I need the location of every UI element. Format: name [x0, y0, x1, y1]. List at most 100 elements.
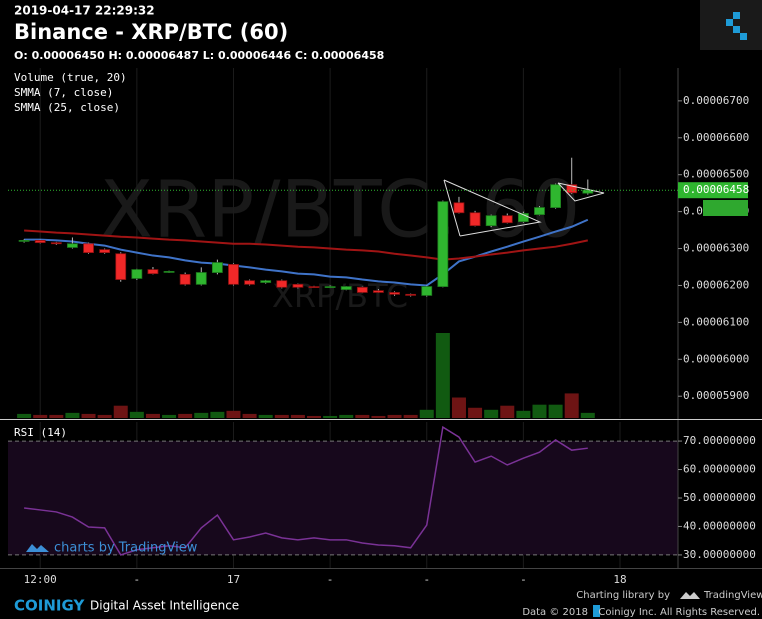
candle-body: [356, 286, 368, 293]
x-tick-label: -: [327, 573, 334, 586]
tv-icon: [680, 592, 700, 599]
volume-bar: [387, 414, 402, 418]
volume-bar: [468, 407, 483, 418]
volume-bar: [371, 415, 386, 418]
last-price-box: [678, 182, 748, 199]
volume-bar: [532, 404, 547, 418]
candle-body: [260, 280, 272, 283]
volume-bar: [65, 412, 80, 418]
volume-bar: [226, 410, 241, 418]
data-note: Data © 2018: [522, 607, 588, 618]
candle-body: [405, 293, 417, 296]
y-tick-label: 0.00006100: [683, 315, 749, 328]
volume-bar: [81, 413, 96, 418]
candle-body: [485, 215, 497, 227]
candle-body: [453, 202, 465, 214]
volume-bar: [274, 414, 289, 418]
ohlc: O: 0.00006450 H: 0.00006487 L: 0.0000644…: [14, 49, 384, 62]
volume-bar: [580, 412, 595, 418]
y-tick-label: 70.00000000: [683, 434, 756, 447]
volume-bar: [516, 410, 531, 418]
legend-volume: Volume (true, 20): [14, 71, 127, 84]
candle-body: [550, 184, 561, 208]
volume-bar: [290, 414, 305, 418]
rsi-band: [8, 441, 678, 555]
candle-body: [373, 290, 384, 293]
y-tick-label: 0.00005900: [683, 389, 749, 402]
library-note: Charting library by: [576, 590, 670, 601]
x-tick-label: -: [423, 573, 430, 586]
candle-body: [276, 280, 288, 288]
watermark: XRP/BTC, 60: [100, 165, 581, 255]
candle-body: [50, 242, 62, 245]
volume-bar: [451, 397, 466, 418]
candle-body: [517, 213, 529, 222]
volume-bar: [33, 414, 48, 418]
volume-label-box: [703, 200, 748, 216]
x-tick-label: -: [520, 573, 527, 586]
y-tick-label: 40.00000000: [683, 519, 756, 532]
library-name: TradingView: [703, 590, 762, 601]
candle-body: [340, 286, 352, 290]
volume-bar: [355, 414, 370, 418]
candle-body: [228, 264, 239, 285]
volume-bar: [129, 411, 144, 418]
y-tick-label: 30.00000000: [683, 548, 756, 561]
triangle-drawing: [443, 179, 461, 237]
triangle-drawing: [443, 179, 542, 237]
y-tick-label: 0.00006700: [683, 94, 749, 107]
legend-smma: SMMA (7, close): [14, 86, 113, 99]
candle-body: [421, 286, 433, 296]
smma-line: [24, 218, 589, 287]
last-price-label: 0.00006458: [683, 183, 749, 196]
volume-bar: [178, 413, 193, 418]
candle-body: [292, 283, 304, 288]
watermark-small: XRP/BTC: [272, 277, 408, 315]
volume-bar: [17, 413, 32, 418]
candle-body: [67, 243, 78, 248]
candle-body: [566, 184, 578, 194]
triangle-drawing: [557, 182, 605, 202]
volume-bar: [113, 405, 128, 418]
coinigy-small-icon: [593, 605, 600, 617]
volume-bar: [403, 414, 418, 418]
timestamp: 2019-04-17 22:29:32: [14, 4, 155, 18]
volume-bar: [307, 415, 322, 418]
volume-bar: [258, 414, 273, 418]
volume-bar: [500, 405, 515, 418]
volume-bar: [49, 414, 64, 418]
y-tick-label: 0.00006000: [683, 352, 749, 365]
branding: charts by TradingView: [54, 541, 198, 556]
volume-bar: [194, 412, 209, 418]
x-tick-label: 12:00: [24, 573, 57, 586]
x-tick-label: 18: [613, 573, 626, 586]
candle-body: [534, 207, 545, 215]
candle-body: [115, 253, 127, 280]
candle-body: [83, 243, 94, 253]
candle-body: [501, 215, 513, 224]
volume-bar: [162, 414, 177, 418]
y-tick-label: 0.00006600: [683, 131, 749, 144]
y-tick-label: 50.00000000: [683, 491, 756, 504]
footer-tagline: Digital Asset Intelligence: [90, 599, 239, 613]
price-axis: 0.000067000.000066000.000065000.00006400…: [678, 94, 756, 561]
footer-brand: COINIGY: [14, 597, 85, 615]
coinigy-icon: [726, 12, 747, 40]
rsi-line: [24, 425, 588, 556]
rights: Coinigy Inc. All Rights Reserved.: [598, 607, 760, 618]
volume-bar: [419, 409, 434, 418]
volume-bar: [484, 409, 499, 418]
volume-bar: [323, 415, 338, 418]
volume-bar: [97, 414, 112, 418]
volume-bar: [339, 414, 354, 418]
price-pane: [17, 157, 595, 418]
rsi-pane: [8, 425, 678, 556]
candle-body: [34, 240, 46, 244]
candle-body: [147, 269, 159, 275]
volume-bar: [210, 411, 225, 418]
tv-logo: [26, 544, 49, 552]
candle-body: [324, 286, 336, 288]
candle-body: [163, 271, 175, 273]
candle-body: [18, 240, 30, 242]
